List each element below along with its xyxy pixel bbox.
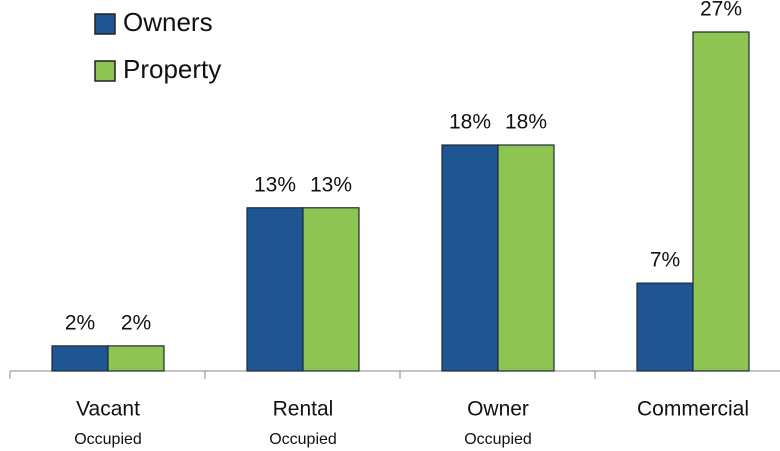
bar	[692, 31, 750, 372]
bar	[302, 207, 360, 372]
value-label: 2%	[65, 311, 95, 334]
x-tick-label: Occupied	[74, 431, 142, 448]
value-label: 7%	[650, 249, 680, 272]
value-label: 13%	[310, 173, 352, 196]
x-tick-label: Commercial	[637, 398, 749, 421]
value-label: 18%	[505, 111, 547, 134]
x-tick-label: Vacant	[76, 398, 140, 421]
value-label: 18%	[449, 111, 491, 134]
bar	[246, 207, 304, 372]
x-tick-label: Occupied	[464, 431, 532, 448]
value-label: 2%	[121, 311, 151, 334]
bar	[51, 345, 109, 372]
legend-label: Property	[123, 54, 221, 84]
value-label: 13%	[254, 173, 296, 196]
value-label: 27%	[700, 0, 742, 21]
bar	[497, 144, 555, 372]
legend-label: Owners	[123, 7, 213, 37]
bar	[107, 345, 165, 372]
legend-swatch	[94, 13, 116, 35]
bar	[636, 282, 694, 372]
x-tick-label: Occupied	[269, 431, 337, 448]
x-tick-label: Owner	[467, 398, 529, 421]
legend-swatch	[94, 60, 116, 82]
bar	[441, 144, 499, 372]
x-tick-label: Rental	[273, 398, 334, 421]
